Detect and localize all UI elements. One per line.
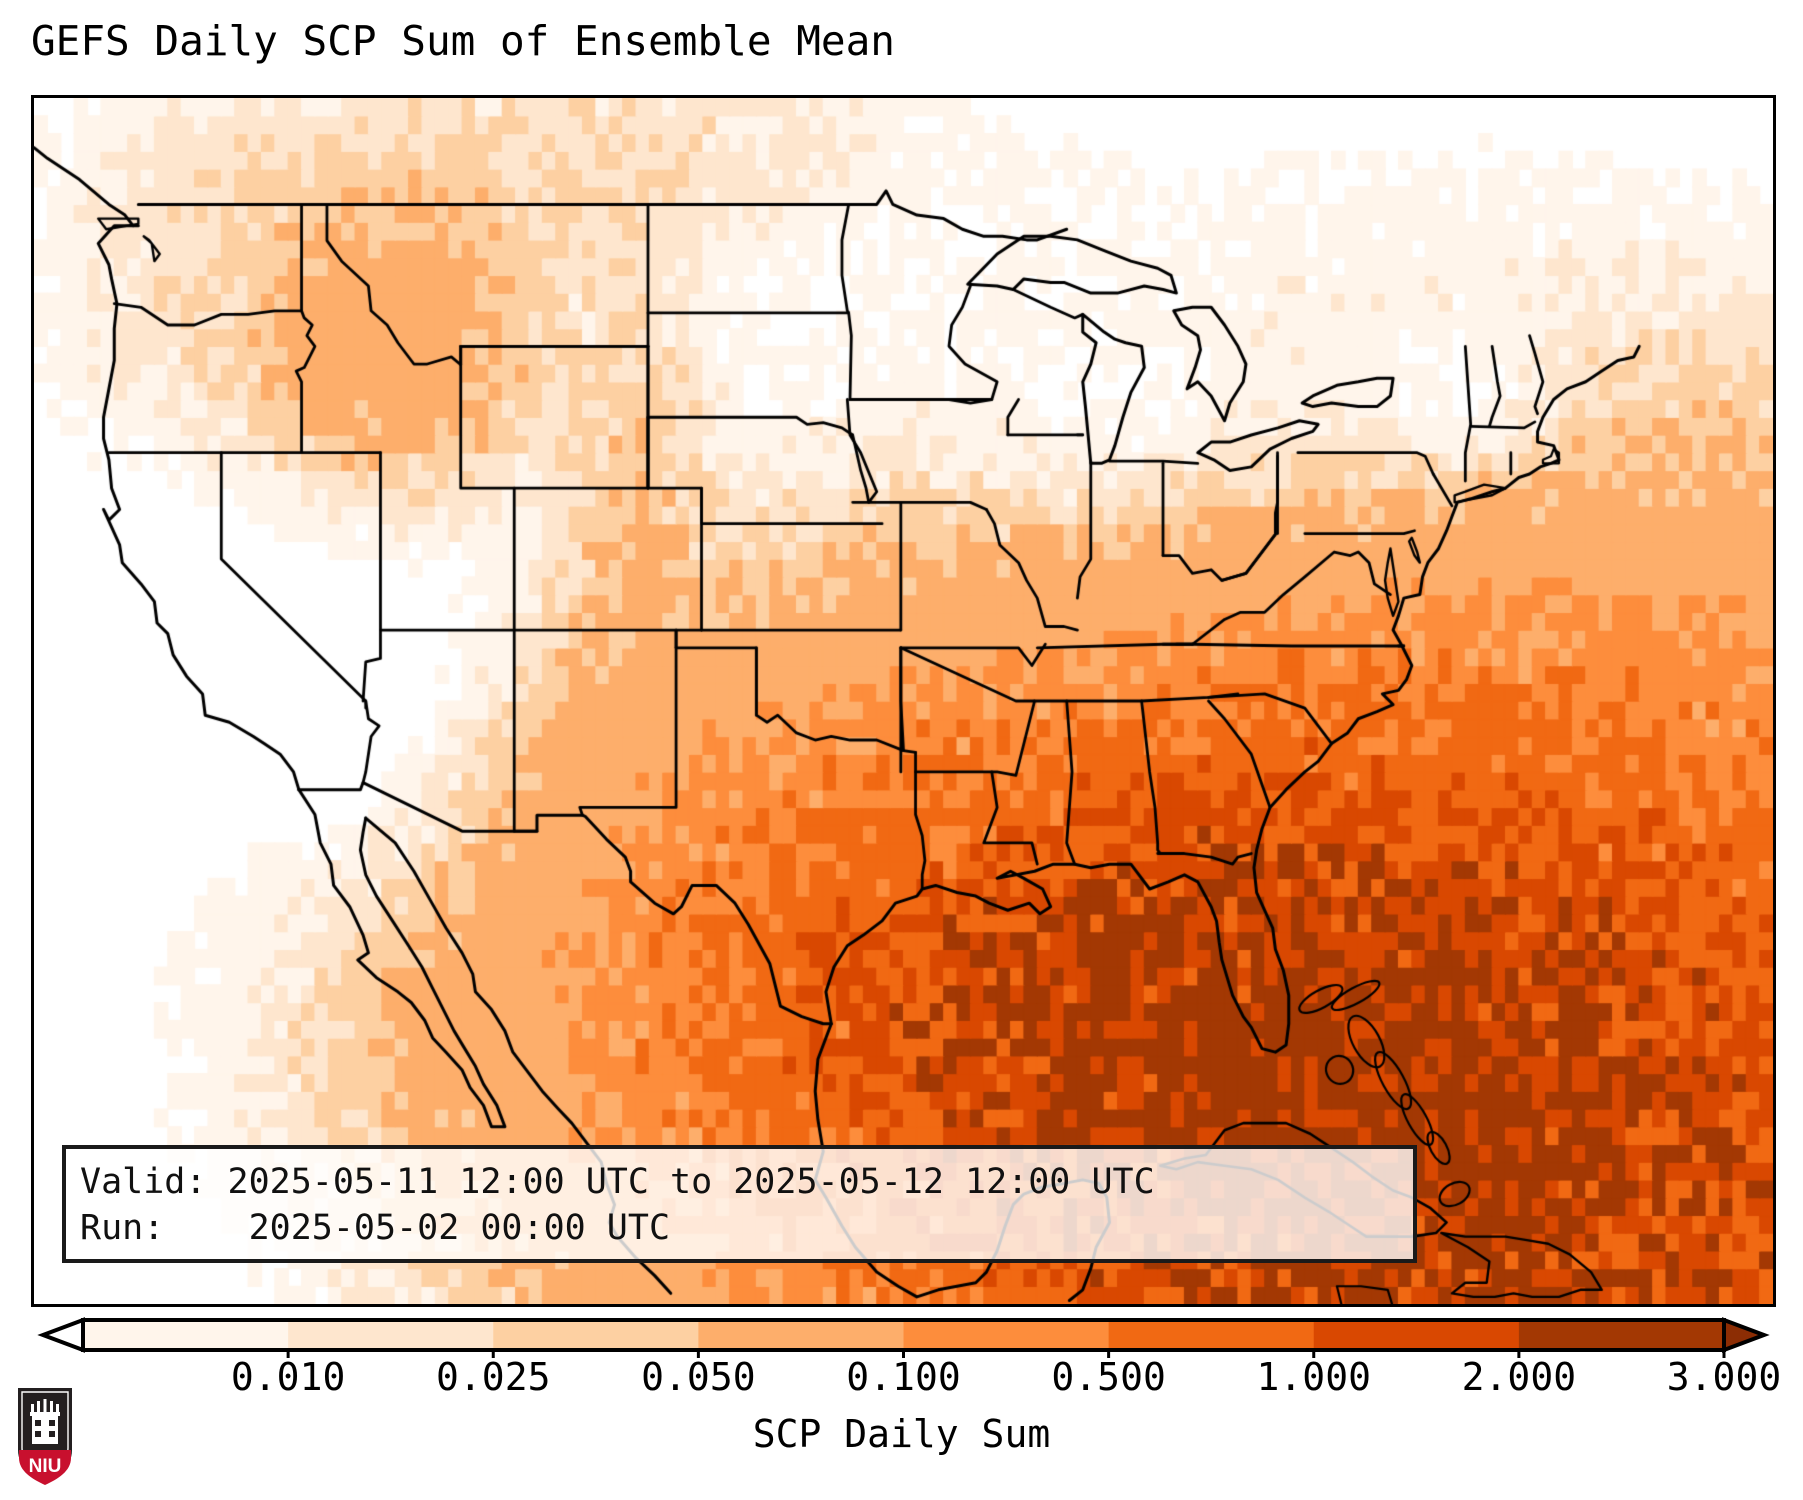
colorbar-axis-label: SCP Daily Sum xyxy=(752,1412,1051,1456)
niu-logo: NIU xyxy=(18,1388,72,1485)
colorbar-tick-label: 0.050 xyxy=(641,1355,756,1399)
colorbar-segment xyxy=(83,1320,289,1350)
colorbar-segment xyxy=(1108,1320,1315,1350)
colorbar-tick-label: 0.100 xyxy=(846,1355,961,1399)
logo-red-band xyxy=(19,1450,71,1485)
colorbar-segment xyxy=(1313,1320,1520,1350)
colorbar-segment xyxy=(698,1320,905,1350)
colorbar-segment xyxy=(1518,1320,1725,1350)
colorbar-under-arrow xyxy=(37,1317,85,1353)
colorbar xyxy=(31,1312,1776,1358)
colorbar-tick-label: 3.000 xyxy=(1666,1355,1782,1399)
run-time-line: Run: 2025-05-02 00:00 UTC xyxy=(80,1208,671,1248)
forecast-info-box: Valid: 2025-05-11 12:00 UTC to 2025-05-1… xyxy=(62,1145,1417,1263)
colorbar-tick-label: 1.000 xyxy=(1256,1355,1371,1399)
colorbar-tick-label: 0.500 xyxy=(1051,1355,1166,1399)
scp-heatmap-canvas xyxy=(34,98,1773,1304)
colorbar-tick-label: 0.025 xyxy=(436,1355,551,1399)
colorbar-over-arrow xyxy=(1722,1317,1770,1353)
page-title: GEFS Daily SCP Sum of Ensemble Mean xyxy=(31,17,895,65)
colorbar-segment xyxy=(288,1320,494,1350)
logo-niu-text: NIU xyxy=(29,1456,62,1477)
valid-time-line: Valid: 2025-05-11 12:00 UTC to 2025-05-1… xyxy=(80,1162,1155,1202)
colorbar-tick-label: 2.000 xyxy=(1461,1355,1577,1399)
colorbar-segment xyxy=(903,1320,1110,1350)
logo-tower-windows xyxy=(35,1420,55,1437)
colorbar-tick-labels: 0.010 0.025 0.050 0.100 0.500 1.000 2.000 3.000 xyxy=(31,1355,1781,1405)
colorbar-svg xyxy=(37,1317,1770,1358)
colorbar-segment xyxy=(493,1320,699,1350)
colorbar-tick-label: 0.010 xyxy=(230,1355,346,1399)
map-plot-area xyxy=(31,95,1776,1307)
